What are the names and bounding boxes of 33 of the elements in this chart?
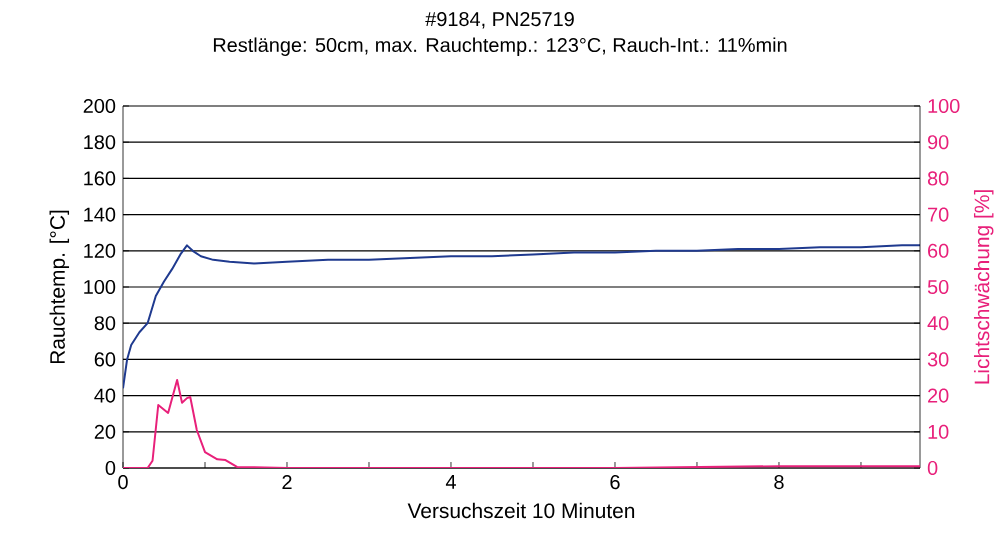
x-tick-label: 4: [445, 475, 456, 489]
chart-title: #9184, PN25719: [425, 12, 574, 29]
y2-axis-title: Lichtschwächung [%]: [973, 190, 994, 384]
y-tick-label: 160: [84, 171, 116, 186]
y-tick-label: 180: [84, 135, 116, 150]
y2-tick-label: 70: [928, 207, 949, 222]
x-tick-label: 6: [610, 475, 620, 490]
y2-tick-label: 30: [927, 352, 949, 367]
chart-subtitle: Restlänge: 50cm, max. Rauchtemp.: 123°C, Rauch-Int.: 11%min: [213, 37, 787, 56]
y2-tick-label: 90: [927, 135, 949, 150]
y2-tick-label: 20: [928, 388, 949, 403]
y2-tick-label: 80: [927, 171, 949, 186]
y-tick-label: 120: [84, 243, 116, 258]
y-tick-label: 200: [83, 98, 116, 114]
y2-tick-label: 100: [928, 98, 960, 114]
x-tick-label: 8: [774, 475, 784, 490]
x-tick-label: 0: [118, 475, 128, 490]
y2-tick-label: 50: [927, 279, 949, 295]
y-tick-label: 100: [84, 279, 116, 295]
y-tick-label: 40: [94, 388, 116, 403]
line-series: [123, 244, 921, 390]
y-tick-label: 0: [105, 460, 116, 476]
y2-tick-label: 40: [927, 316, 949, 331]
y2-tick-label: 60: [928, 243, 949, 258]
y-tick-label: 140: [84, 207, 116, 222]
x-axis-title: Versuchszeit 10 Minuten: [407, 502, 635, 519]
y2-tick-label: 10: [928, 424, 949, 439]
y-tick-label: 80: [94, 316, 116, 331]
y-tick-label: 20: [94, 424, 116, 439]
x-tick-label: 2: [282, 475, 292, 489]
y2-tick-label: 0: [927, 460, 938, 476]
y-tick-label: 60: [94, 352, 116, 367]
y-axis-title: Rauchtemp. [°C]: [49, 210, 70, 364]
